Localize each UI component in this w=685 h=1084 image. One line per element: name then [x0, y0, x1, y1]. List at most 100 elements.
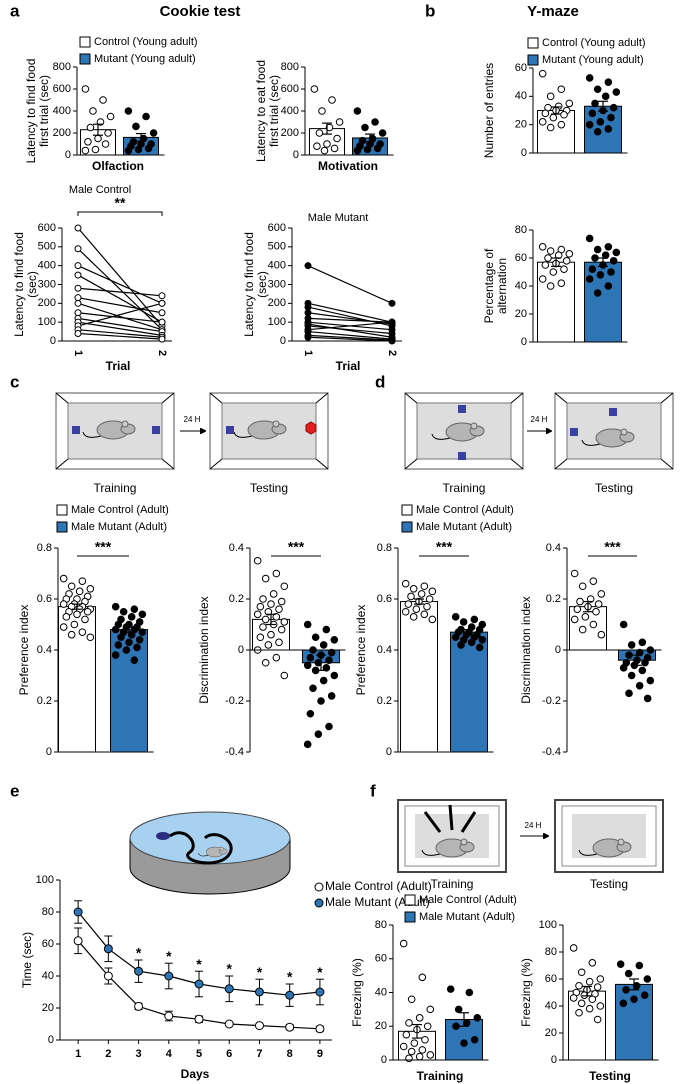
data-point	[541, 109, 550, 118]
data-point	[325, 656, 333, 665]
data-point	[428, 615, 437, 624]
data-point	[99, 96, 107, 104]
data-point	[578, 625, 587, 634]
subject-line	[307, 330, 393, 340]
subject-line	[77, 312, 163, 323]
interval-label: 24 H	[184, 415, 201, 424]
data-point	[317, 697, 325, 705]
significance-label: ***	[436, 539, 453, 555]
y-tick-label: 60	[545, 973, 557, 985]
data-point	[144, 144, 153, 153]
data-point	[388, 318, 396, 326]
data-point	[106, 112, 115, 121]
data-point	[585, 234, 594, 243]
data-point	[596, 118, 605, 126]
data-point	[612, 248, 621, 257]
data-point	[565, 250, 574, 258]
data-point	[597, 630, 606, 639]
legend-swatch	[404, 911, 416, 923]
schematic-label: Training	[443, 481, 486, 495]
y-tick-label: 0.6	[377, 593, 392, 605]
data-point	[149, 129, 158, 137]
schematic	[404, 392, 674, 470]
data-point	[83, 607, 92, 616]
data-point	[409, 585, 418, 593]
y-tick-label: 100	[36, 874, 54, 886]
data-point	[277, 625, 286, 634]
data-point	[277, 597, 286, 606]
data-point	[420, 610, 429, 619]
data-point	[452, 1022, 460, 1031]
data-point	[315, 1024, 325, 1034]
data-point	[256, 633, 265, 642]
data-point	[588, 959, 597, 967]
y-tick-label: 100	[268, 316, 286, 328]
x-tick-label: 1	[72, 350, 84, 356]
legend-label: Male Mutant (Adult)	[419, 911, 515, 923]
significance-label: *	[317, 964, 323, 980]
legend-swatch	[404, 894, 416, 906]
data-point	[635, 648, 644, 657]
schematic-label: Testing	[595, 481, 633, 495]
y-tick-label: 0	[48, 1034, 54, 1046]
subject-line	[307, 312, 393, 325]
legend-marker	[314, 898, 324, 908]
y-tick-label: 0.6	[37, 593, 52, 605]
data-point	[124, 107, 133, 115]
data-point	[330, 671, 339, 680]
data-point	[460, 1039, 468, 1047]
data-point	[557, 279, 566, 288]
data-point	[158, 335, 166, 343]
data-point	[562, 257, 571, 265]
data-point	[593, 127, 602, 136]
y-tick-label: 600	[281, 83, 299, 95]
legend-swatch	[56, 504, 68, 516]
y-tick-label: 300	[268, 278, 286, 290]
data-point	[560, 110, 568, 119]
y-tick-label: 200	[38, 297, 56, 309]
y-tick-label: 400	[38, 260, 56, 272]
data-point	[423, 602, 431, 611]
data-point	[401, 607, 410, 616]
data-point	[253, 610, 262, 619]
data-point	[135, 636, 144, 644]
data-point	[330, 144, 339, 153]
data-point	[470, 615, 479, 624]
data-point	[74, 309, 82, 317]
data-point	[538, 275, 547, 283]
x-axis-label: Training	[417, 1069, 464, 1083]
subject-line	[307, 306, 393, 327]
data-point	[544, 254, 552, 262]
y-tick-label: 40	[515, 90, 527, 102]
data-point	[607, 113, 615, 122]
data-point	[267, 600, 275, 608]
data-point	[310, 85, 319, 93]
data-point	[86, 585, 95, 593]
y-tick-label: 0.2	[546, 593, 561, 605]
pool-schematic	[129, 811, 291, 895]
y-tick-label: 0	[65, 149, 71, 161]
data-point	[635, 961, 644, 970]
data-point	[549, 113, 558, 122]
y-tick-label: 60	[375, 953, 387, 965]
data-point	[592, 607, 600, 616]
y-axis-label: Preference index	[354, 605, 368, 696]
data-point	[318, 107, 326, 115]
data-point	[285, 1022, 295, 1032]
data-point	[309, 684, 317, 693]
data-point	[580, 991, 589, 1000]
data-point	[593, 983, 602, 991]
data-point	[578, 582, 587, 591]
legend-swatch	[79, 53, 91, 65]
data-point	[114, 641, 123, 649]
data-point	[604, 78, 613, 86]
legend-swatch	[56, 521, 68, 533]
data-point	[59, 574, 68, 583]
legend-swatch	[527, 37, 539, 49]
data-point	[630, 995, 638, 1004]
data-point	[194, 979, 204, 989]
y-tick-label: 200	[268, 297, 286, 309]
data-point	[538, 243, 547, 251]
x-tick-label: 5	[196, 1048, 202, 1060]
